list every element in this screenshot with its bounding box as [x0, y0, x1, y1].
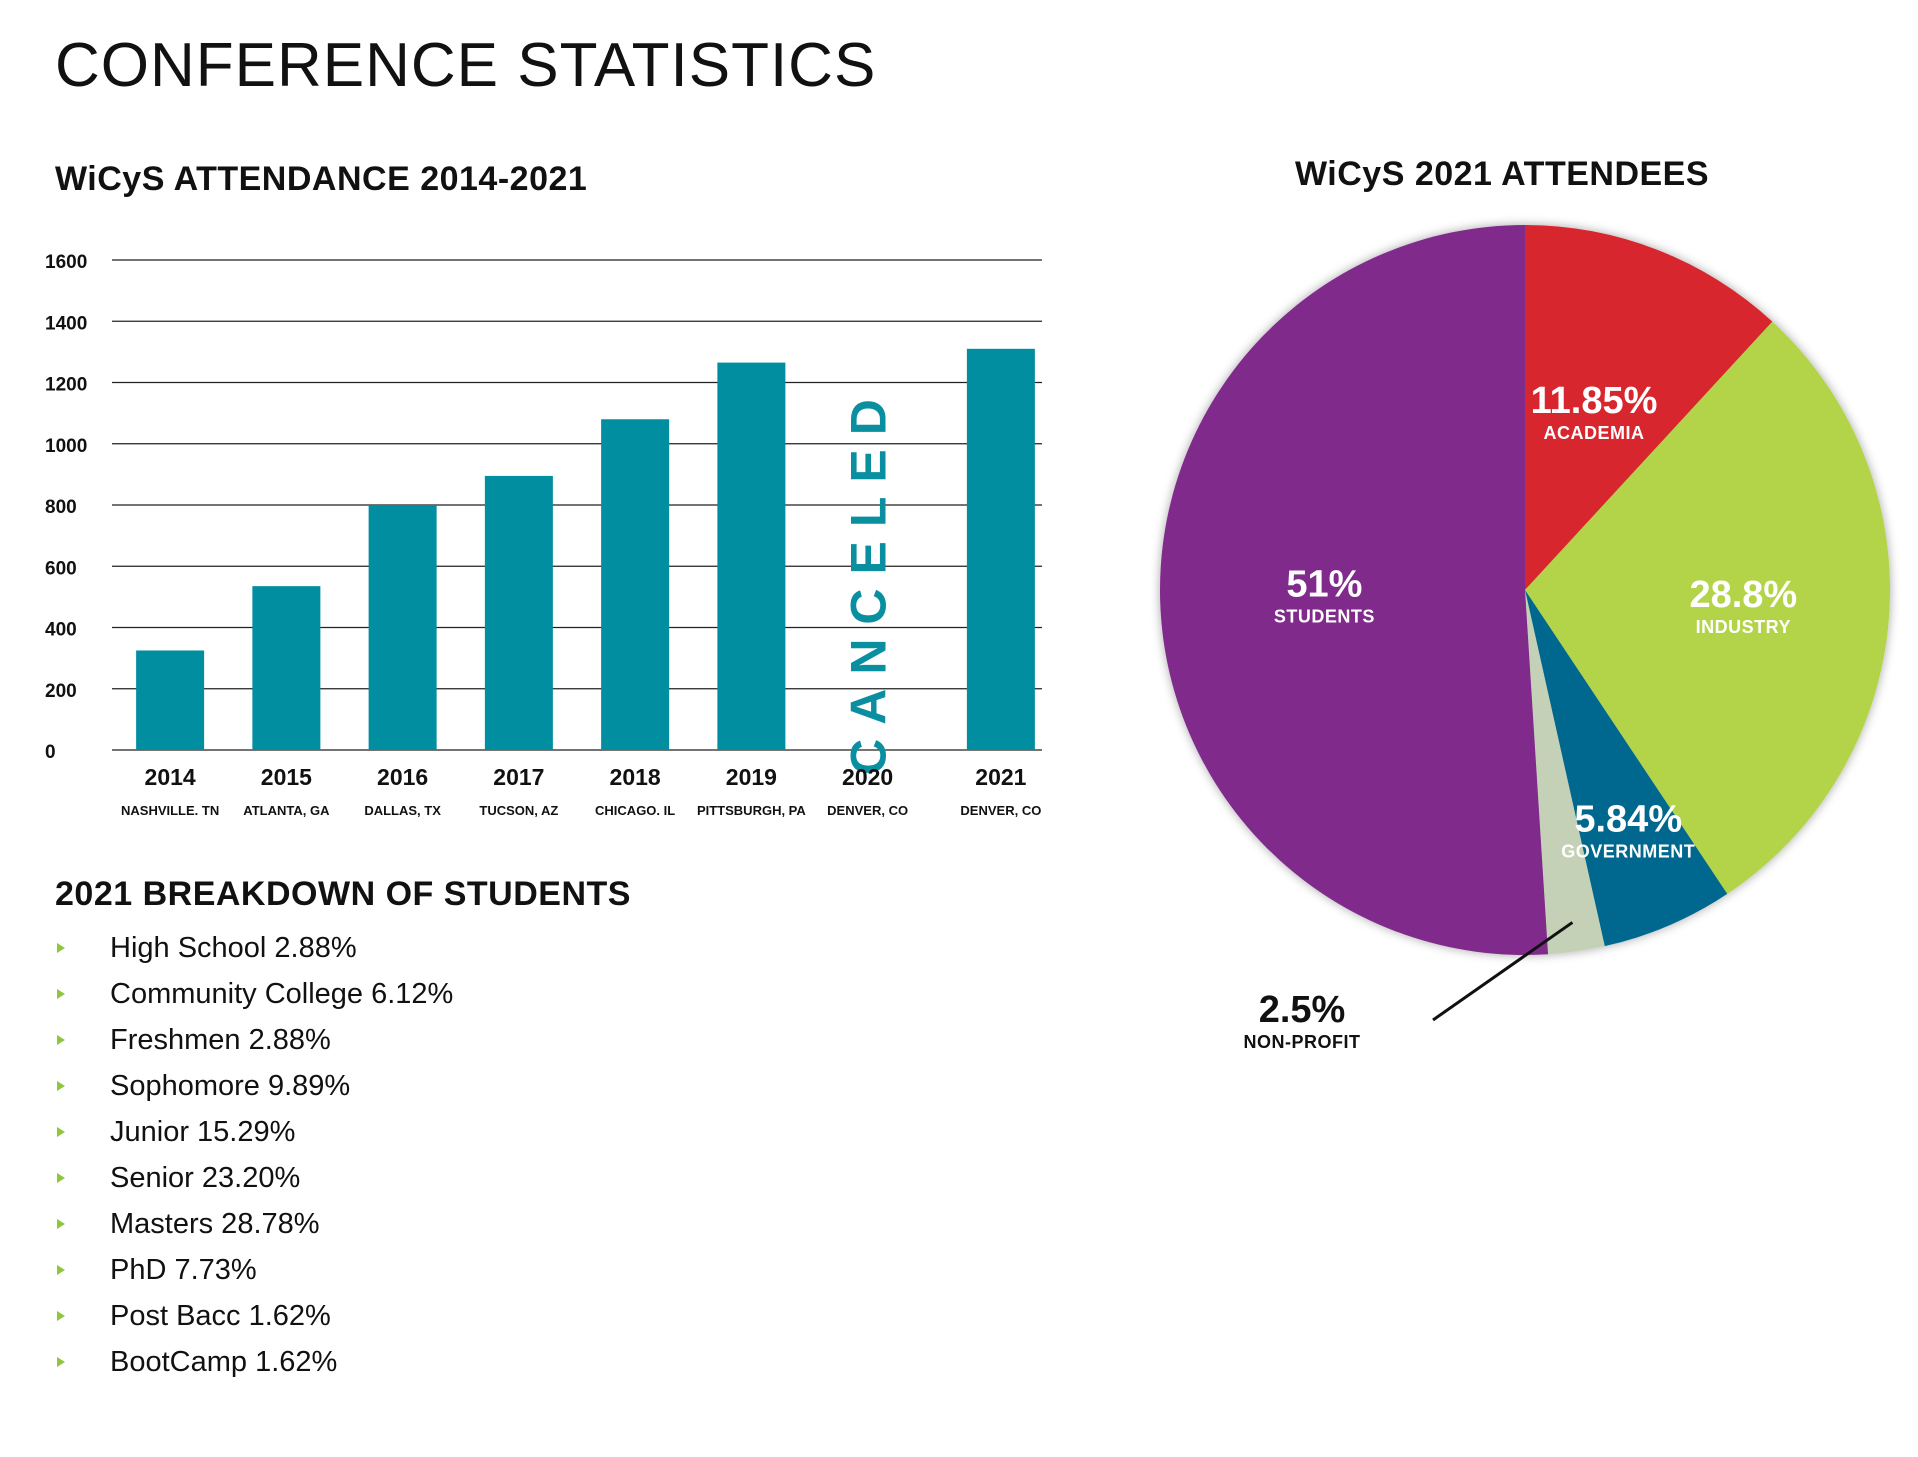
- page-title: CONFERENCE STATISTICS: [55, 31, 877, 100]
- bar-2021: [966, 348, 1035, 750]
- list-item-label: Senior 23.20%: [110, 1161, 301, 1194]
- bullet-arrow-icon: [57, 1311, 65, 1321]
- attendees-pie-chart: 11.85%ACADEMIA 28.8%INDUSTRY 5.84%GOVERNME…: [1160, 225, 1890, 1052]
- bullet-arrow-icon: [57, 1265, 65, 1275]
- x-tick-label: 2017: [493, 764, 544, 790]
- attendance-bar-chart: 0 200 400 600 800 1000 1200 1400 1600 2014 NASHVIL…: [45, 252, 1042, 818]
- x-sublabel: NASHVILLE. TN: [121, 803, 219, 818]
- x-sublabel: TUCSON, AZ: [479, 803, 558, 818]
- x-sublabel: PITTSBURGH, PA: [697, 803, 806, 818]
- x-tick-label: 2020: [842, 764, 893, 790]
- pie-category-label: ACADEMIA: [1544, 423, 1645, 443]
- bullet-arrow-icon: [57, 1357, 65, 1367]
- bar-chart-title: WiCyS ATTENDANCE 2014-2021: [55, 160, 588, 198]
- x-sublabel: ATLANTA, GA: [243, 803, 330, 818]
- y-tick-label: 400: [45, 620, 77, 641]
- students-breakdown-list: High School 2.88% Community College 6.12%…: [55, 925, 453, 1385]
- list-item: Freshmen 2.88%: [55, 1017, 453, 1063]
- pie-pct-label: 5.84%: [1574, 799, 1682, 841]
- pie-slice-non-profit: [1525, 590, 1605, 955]
- pie-pct-label: 51%: [1286, 563, 1362, 605]
- y-tick-label: 1600: [45, 252, 87, 273]
- list-item-label: BootCamp 1.62%: [110, 1345, 338, 1378]
- bar-2019: [717, 362, 786, 750]
- x-tick-label: 2021: [975, 764, 1026, 790]
- bar-2015: [252, 586, 321, 750]
- list-item-label: High School 2.88%: [110, 931, 357, 964]
- pie-slice-government: [1525, 590, 1728, 947]
- y-tick-label: 1400: [45, 313, 87, 334]
- bullet-arrow-icon: [57, 989, 65, 999]
- list-item: Masters 28.78%: [55, 1201, 453, 1247]
- list-item: Post Bacc 1.62%: [55, 1293, 453, 1339]
- x-sublabel: CHICAGO. IL: [595, 803, 675, 818]
- y-tick-label: 0: [45, 742, 56, 763]
- non-profit-leader-line: [1432, 921, 1574, 1022]
- bar-2014: [136, 650, 205, 750]
- list-item-label: Sophomore 9.89%: [110, 1069, 351, 1102]
- list-item-label: PhD 7.73%: [110, 1253, 257, 1286]
- x-sublabel: DENVER, CO: [827, 803, 908, 818]
- list-item-label: Community College 6.12%: [110, 977, 454, 1010]
- bullet-arrow-icon: [57, 1173, 65, 1183]
- list-item: PhD 7.73%: [55, 1247, 453, 1293]
- y-tick-label: 600: [45, 558, 77, 579]
- list-item: Senior 23.20%: [55, 1155, 453, 1201]
- y-tick-label: 200: [45, 681, 77, 702]
- pie-pct-label: 2.5%: [1259, 989, 1346, 1031]
- pie-slice-students: [1160, 225, 1549, 955]
- list-item-label: Masters 28.78%: [110, 1207, 320, 1240]
- bullet-arrow-icon: [57, 1081, 65, 1091]
- list-item: Sophomore 9.89%: [55, 1063, 453, 1109]
- pie-category-label: GOVERNMENT: [1561, 842, 1695, 862]
- list-item: Community College 6.12%: [55, 971, 453, 1017]
- x-tick-label: 2014: [145, 764, 196, 790]
- x-tick-label: 2018: [610, 764, 661, 790]
- pie-slice-academia: [1525, 225, 1773, 590]
- pie-category-label: NON-PROFIT: [1244, 1032, 1361, 1052]
- y-tick-label: 1000: [45, 436, 87, 457]
- students-breakdown-title: 2021 BREAKDOWN OF STUDENTS: [55, 875, 631, 913]
- pie-pct-label: 28.8%: [1689, 574, 1797, 616]
- list-item: High School 2.88%: [55, 925, 453, 971]
- bullet-arrow-icon: [57, 943, 65, 953]
- list-item-label: Junior 15.29%: [110, 1115, 296, 1148]
- x-sublabel: DALLAS, TX: [364, 803, 441, 818]
- canceled-label: CANCELED: [841, 385, 897, 775]
- y-tick-label: 1200: [45, 375, 87, 396]
- bar-2017: [484, 475, 553, 750]
- bullet-arrow-icon: [57, 1127, 65, 1137]
- list-item-label: Post Bacc 1.62%: [110, 1299, 331, 1332]
- pie-chart-title: WiCyS 2021 ATTENDEES: [1295, 155, 1710, 193]
- y-tick-label: 800: [45, 497, 77, 518]
- bar-2016: [368, 505, 437, 750]
- pie-slice-industry: [1525, 321, 1890, 894]
- bullet-arrow-icon: [57, 1219, 65, 1229]
- list-item: Junior 15.29%: [55, 1109, 453, 1155]
- x-sublabel: DENVER, CO: [960, 803, 1041, 818]
- pie-category-label: INDUSTRY: [1696, 617, 1791, 637]
- x-tick-label: 2015: [261, 764, 312, 790]
- bullet-arrow-icon: [57, 1035, 65, 1045]
- pie-pct-label: 11.85%: [1531, 380, 1658, 422]
- list-item-label: Freshmen 2.88%: [110, 1023, 331, 1056]
- list-item: BootCamp 1.62%: [55, 1339, 453, 1385]
- bar-2018: [601, 419, 670, 750]
- x-tick-label: 2019: [726, 764, 777, 790]
- pie-category-label: STUDENTS: [1274, 606, 1375, 626]
- x-tick-label: 2016: [377, 764, 428, 790]
